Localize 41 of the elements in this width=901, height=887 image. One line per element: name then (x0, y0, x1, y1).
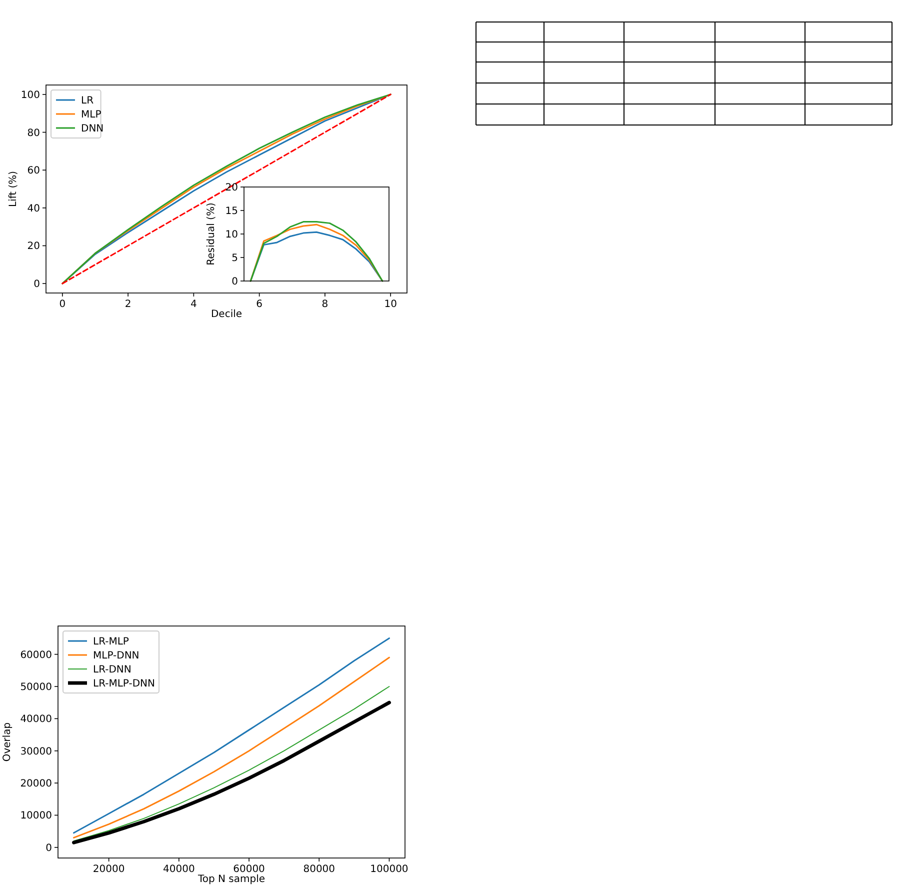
y-tick-label: 10000 (20, 810, 52, 822)
y-axis-title: Residual (%) (206, 202, 217, 266)
y-axis-title: Lift (%) (8, 170, 19, 208)
y-tick-label: 0 (46, 842, 52, 854)
x-tick-label: 10 (384, 299, 397, 310)
x-axis-title: Top N sample (196, 874, 266, 885)
y-tick-label: 15 (225, 206, 238, 217)
x-tick-label: 8 (322, 299, 328, 310)
legend-label: LR (81, 96, 94, 106)
x-tick-label: 80000 (303, 864, 336, 875)
y-tick-label: 100 (20, 90, 40, 101)
y-tick-label: 10 (225, 230, 238, 240)
y-tick-label: 50000 (20, 682, 52, 693)
x-tick-label: 100000 (370, 864, 408, 875)
legend-label: LR-MLP (93, 636, 129, 648)
y-tick-label: 20000 (20, 778, 52, 790)
x-tick-label: 2 (124, 299, 132, 310)
y-tick-label: 20 (27, 241, 40, 252)
x-tick-label: 4 (190, 299, 197, 310)
y-tick-label: 80 (27, 128, 40, 139)
legend-label: LR-MLP-DNN (93, 678, 156, 690)
y-tick-label: 40 (27, 203, 40, 214)
y-tick-label: 20 (225, 182, 238, 194)
y-tick-label: 30000 (20, 746, 52, 758)
legend-label: LR-DNN (93, 664, 132, 676)
x-tick-label: 6 (256, 299, 263, 310)
y-axis-title: Overlap (2, 722, 13, 762)
x-tick-label: 20000 (92, 864, 125, 875)
y-tick-label: 5 (232, 253, 238, 264)
y-tick-label: 60 (27, 166, 40, 177)
legend-label: MLP (81, 110, 102, 120)
line-series (62, 94, 392, 284)
x-axis-title: Decile (210, 309, 242, 320)
y-tick-label: 40000 (20, 714, 52, 726)
x-tick-label: 0 (59, 299, 66, 310)
y-tick-label: 0 (34, 279, 40, 290)
legend-label: DNN (81, 124, 104, 134)
x-tick-label: 40000 (163, 864, 195, 875)
y-tick-label: 60000 (20, 650, 52, 661)
legend-label: MLP-DNN (93, 650, 140, 662)
y-tick-label: 0 (232, 276, 238, 288)
